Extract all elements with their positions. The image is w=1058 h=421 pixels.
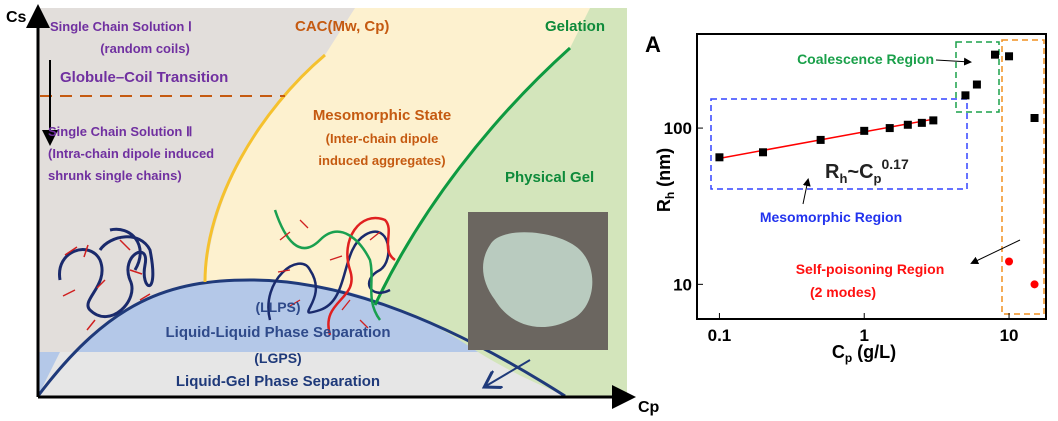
lgps-region [38,352,565,396]
gelation-curve [373,46,572,306]
meso-sub2: induced aggregates) [318,153,445,168]
single-chain-1-label: Single Chain Solution Ⅰ [50,19,192,34]
single-chain-2-label: Single Chain Solution Ⅱ [48,124,192,139]
plot-frame [696,33,1047,320]
data-point [759,148,768,157]
x-tick-label: 10 [1000,326,1019,345]
gel-photo-sample [483,232,593,328]
cac-label: CAC(Mw, Cp) [295,18,389,35]
x-tick-label: 1 [859,326,868,345]
lgps-label: Liquid-Gel Phase Separation [176,373,380,390]
data-point [1030,280,1039,289]
mesomorphic-label: Mesomorphic Region [760,209,902,225]
lgps-abbr: (LGPS) [254,350,301,366]
data-point [860,126,869,135]
data-point [1005,257,1014,266]
meso-sub1: (Inter-chain dipole [326,131,439,146]
meso-label: Mesomorphic State [313,107,451,124]
cs-axis-label: Cs [6,9,27,26]
transition-label: Globule–Coil Transition [60,69,228,86]
coalescence-label: Coalescence Region [797,51,934,67]
shrunk-chain-illustration [58,227,155,331]
single-chain-2-sub1: (Intra-chain dipole induced [48,146,214,161]
data-point [715,153,724,162]
rh-vs-cp-chart: A 0.1 1 10 10 100 Coalescence Region Mesomor… [645,32,1047,365]
data-point [961,91,970,100]
cp-axis-label: Cp [638,399,660,416]
mesomorphic-box [710,98,968,190]
cac-curve [203,53,326,283]
fit-label: Rh~Cp0.17 [825,156,909,186]
data-point [1005,52,1014,61]
gelation-label: Gelation [545,18,605,35]
llps-region [38,280,478,396]
data-point [929,116,938,125]
self-poisoning-arrow-icon [970,239,1021,265]
x-axis-label: Cp (g/L) [832,342,896,365]
mesomorphic-arrow-icon [802,178,811,205]
data-point [885,124,894,133]
gel-arrow-icon [486,359,531,386]
data-point [816,135,825,144]
coalescence-box [955,41,1000,113]
panel-label: A [645,32,661,57]
phase-diagram: Cs Cp Single Chain Solution Ⅰ (random co… [6,4,660,416]
y-axis-label: Rh (nm) [654,148,677,212]
x-tick-label: 0.1 [708,326,732,345]
aggregate-illustration [267,209,396,336]
coalescence-arrow-icon [935,57,972,66]
physical-gel-label: Physical Gel [505,169,594,186]
self-poisoning-box [1001,39,1045,315]
data-point [972,80,981,89]
llps-abbr: (LLPS) [255,299,300,315]
data-point [1030,114,1039,123]
data-point [917,118,926,127]
binodal-curve [36,278,566,398]
data-point [991,50,1000,59]
single-chain-2-sub2: shrunk single chains) [48,168,182,183]
y-tick-label: 100 [664,119,692,138]
self-poisoning-sub: (2 modes) [810,284,876,300]
llps-label: Liquid-Liquid Phase Separation [165,324,390,341]
data-point [903,120,912,129]
self-poisoning-label: Self-poisoning Region [796,261,945,277]
single-chain-1-sub: (random coils) [100,41,190,56]
y-tick-label: 10 [673,275,692,294]
fit-line [719,118,934,160]
